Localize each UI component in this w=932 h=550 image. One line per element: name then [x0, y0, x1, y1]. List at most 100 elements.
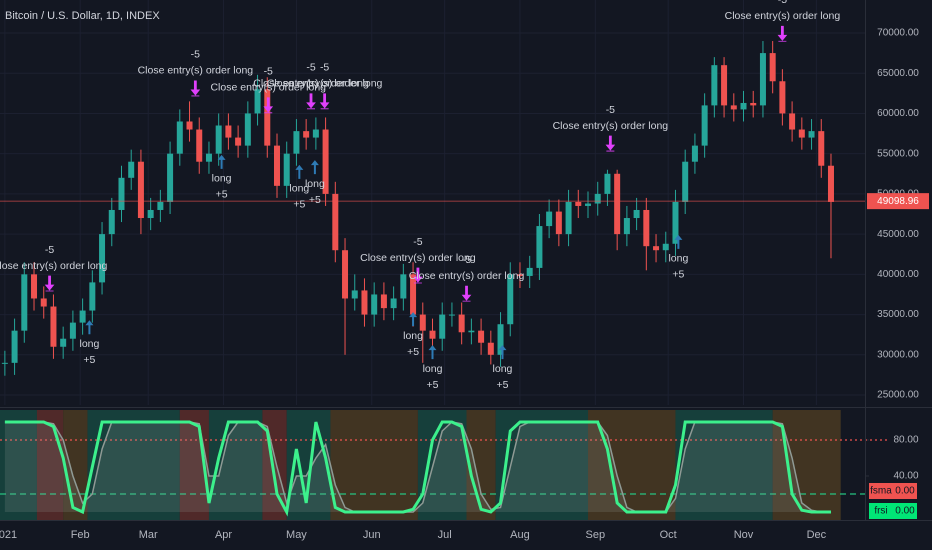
series-value: 0.00: [895, 506, 915, 517]
candle-body: [79, 310, 86, 323]
candle-body: [371, 294, 378, 315]
entry-label: long: [403, 330, 423, 342]
x-tick-label: May: [286, 529, 307, 541]
exit-arrow: [306, 93, 316, 110]
exit-qty: -5: [462, 254, 471, 266]
entry-qty: +5: [83, 354, 95, 366]
candle-body: [604, 173, 611, 194]
y-tick-label: 40000.00: [877, 269, 919, 280]
signal-zone: [675, 410, 773, 520]
candle-body: [31, 274, 38, 299]
series-name-tag: [869, 503, 893, 519]
exit-qty: -5: [778, 0, 787, 6]
exit-arrow: [263, 97, 274, 114]
candle-body: [419, 314, 426, 331]
candle-body: [137, 161, 144, 219]
candle-body: [89, 282, 96, 311]
x-tick-label: Aug: [510, 529, 530, 541]
exit-arrow: [44, 275, 55, 292]
candle-body: [40, 298, 47, 307]
candle-body: [128, 161, 135, 178]
candle-body: [312, 129, 319, 138]
price-pane: Close entry(s) order long -5 Close entry(s…: [0, 0, 865, 405]
exit-label: Close entry(s) order long: [409, 270, 525, 282]
candle-body: [273, 145, 280, 186]
candle-body: [11, 330, 18, 363]
series-name-tag: [869, 483, 893, 499]
candle-body: [623, 218, 630, 235]
entry-arrow: [428, 345, 437, 360]
y-tick-label: 70000.00: [877, 28, 919, 39]
candle-body: [827, 165, 834, 202]
exit-label: Close entry(s) order long: [210, 82, 326, 94]
y-tick-label: 30000.00: [877, 349, 919, 360]
candle-body: [1, 362, 8, 364]
entry-qty: +5: [407, 346, 419, 358]
candle-body: [750, 102, 757, 106]
entry-label: long: [305, 178, 325, 190]
candle-body: [633, 209, 640, 219]
candle-body: [507, 274, 514, 325]
candle-body: [516, 274, 523, 276]
candle-body: [458, 314, 465, 333]
y-tick-label: 25000.00: [877, 390, 919, 401]
candle-body: [429, 330, 436, 339]
y-tick-label: 35000.00: [877, 309, 919, 320]
entry-qty: +5: [672, 269, 684, 281]
entry-label: long: [423, 363, 443, 375]
exit-arrow: [319, 93, 330, 110]
indicator-tick-label: 80.00: [893, 435, 918, 446]
candle-body: [244, 113, 251, 146]
x-tick-label: Dec: [807, 529, 827, 541]
signal-zone: [87, 410, 180, 520]
exit-qty: -5: [413, 236, 422, 248]
candle-body: [585, 203, 592, 206]
exit-label: Close entry(s) order long: [725, 10, 841, 22]
candle-body: [235, 137, 242, 146]
x-tick-label: 2021: [0, 529, 17, 541]
entry-arrow: [674, 234, 683, 249]
candle-body: [487, 342, 494, 355]
signal-zone: [36, 410, 64, 520]
series-value: 0.00: [895, 486, 915, 497]
last-price-label: 49098.96: [877, 196, 919, 207]
entry-arrow: [409, 312, 418, 327]
candle-body: [225, 125, 232, 138]
candle-body: [167, 153, 174, 202]
entry-arrow: [85, 320, 94, 335]
x-tick-label: Feb: [71, 529, 90, 541]
candle-body: [672, 201, 679, 244]
candle-body: [196, 129, 203, 162]
entry-label: long: [212, 173, 232, 185]
exit-arrow: [413, 267, 423, 284]
y-tick-label: 60000.00: [877, 108, 919, 119]
exit-label: Close entry(s) order long: [138, 65, 254, 77]
entry-qty: +5: [216, 189, 228, 201]
candle-body: [818, 131, 825, 166]
candle-body: [546, 211, 553, 227]
candle-body: [254, 89, 261, 114]
entry-arrow: [295, 164, 304, 179]
candle-body: [662, 243, 669, 251]
exit-arrow: [461, 285, 472, 302]
last-price-tag: [867, 193, 929, 210]
candle-body: [108, 209, 115, 235]
y-tick-label: 65000.00: [877, 68, 919, 79]
exit-arrow: [190, 80, 201, 97]
candle-body: [759, 53, 766, 106]
candle-body: [682, 161, 689, 202]
candle-body: [118, 177, 125, 210]
candle-body: [478, 330, 485, 343]
candle-body: [264, 89, 271, 146]
entry-arrow: [310, 160, 319, 175]
entry-arrow: [498, 345, 507, 360]
entry-label: long: [493, 363, 513, 375]
candle-body: [808, 131, 815, 138]
candle-body: [322, 129, 329, 194]
candle-body: [769, 53, 776, 82]
candle-body: [721, 65, 728, 106]
x-tick-label: Jun: [363, 529, 381, 541]
series-name: frsi: [874, 506, 887, 517]
series-value-tag: [893, 483, 917, 499]
y-tick-label: 55000.00: [877, 148, 919, 159]
